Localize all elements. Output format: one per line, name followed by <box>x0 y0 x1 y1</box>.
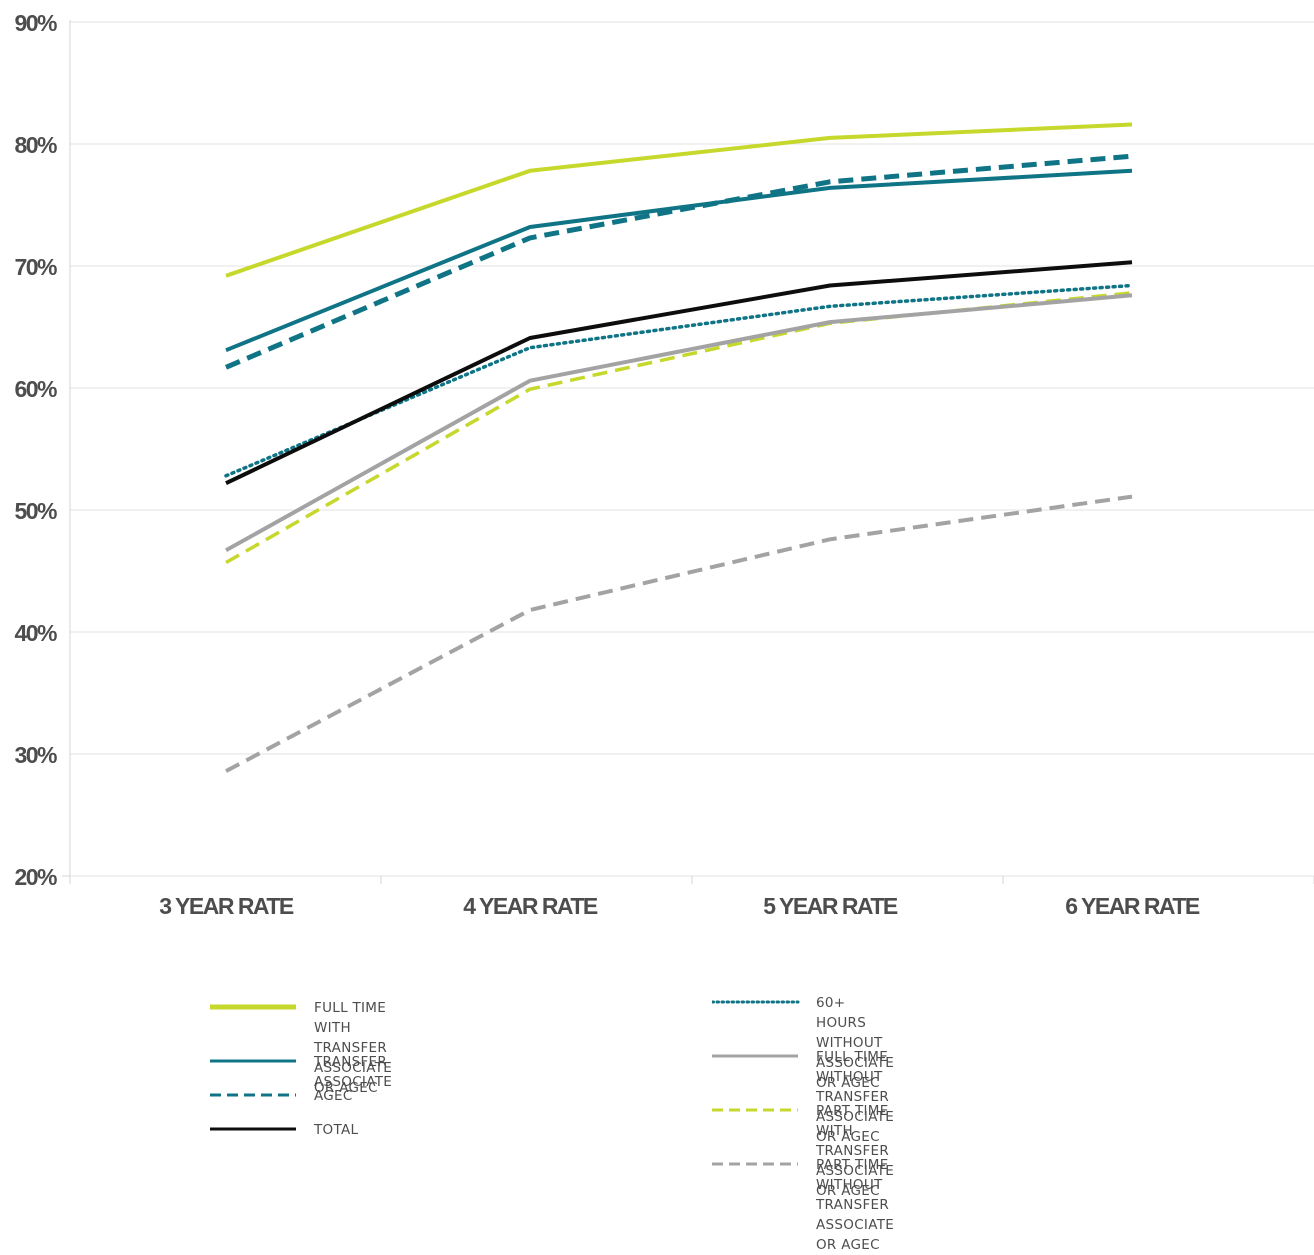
line-chart: 90% 80% 70% 60% 50% 40% 30% 20% 3 YEAR RATE 4 YE… <box>14 10 1314 919</box>
legend-swatch <box>210 1093 296 1097</box>
legend-label-line: 60+ HOURS <box>816 995 867 1031</box>
legend-label-line: TOTAL <box>314 1122 359 1138</box>
legend-label-line: PART TIME <box>816 1157 889 1173</box>
legend-label: TOTAL <box>314 1120 358 1140</box>
legend-swatch <box>210 1004 296 1010</box>
x-category-label: 6 YEAR RATE <box>1065 893 1200 919</box>
legend-label-line: WITHOUT TRANSFER ASSOCIATE OR AGEC <box>816 1069 895 1145</box>
series-line-2 <box>225 168 1133 353</box>
legend-swatch <box>210 1127 296 1131</box>
x-category-label: 5 YEAR RATE <box>763 893 898 919</box>
legend-item: 60+ HOURS WITHOUT ASSOCIATE OR AGEC <box>712 993 894 1093</box>
legend-label: FULL TIME WITH TRANSFER ASSOCIATE OR AGEC <box>314 998 392 1098</box>
x-axis-category-labels: 3 YEAR RATE 4 YEAR RATE 5 YEAR RATE 6 YEAR … <box>159 893 1201 919</box>
legend-label: AGEC <box>314 1086 353 1106</box>
series-line-3 <box>225 153 1133 370</box>
legend-label-line: WITHOUT ASSOCIATE OR AGEC <box>816 1035 895 1091</box>
y-tick-label: 40% <box>14 620 57 646</box>
series-lines <box>224 122 1134 773</box>
series-line-8 <box>225 494 1133 773</box>
legend-item: PART TIME WITHOUT TRANSFER ASSOCIATE OR A… <box>712 1155 894 1255</box>
legend-item: TOTAL <box>210 1120 358 1140</box>
legend-label-line: FULL TIME <box>314 1000 387 1016</box>
y-tick-label: 30% <box>14 742 57 768</box>
legend-item: TRANSFER ASSOCIATE <box>210 1052 392 1092</box>
series-line-7 <box>225 291 1133 565</box>
y-tick-label: 80% <box>14 132 57 158</box>
y-tick-label: 20% <box>14 864 57 890</box>
legend-label: TRANSFER ASSOCIATE <box>314 1052 392 1092</box>
series-line-1 <box>225 122 1133 278</box>
legend-swatch <box>712 1162 798 1166</box>
series-line-5 <box>224 283 1134 478</box>
x-category-label: 3 YEAR RATE <box>159 893 294 919</box>
legend-item: AGEC <box>210 1086 353 1106</box>
legend-item: FULL TIME WITHOUT TRANSFER ASSOCIATE OR A… <box>712 1047 894 1147</box>
series-line-4 <box>225 260 1133 486</box>
series-line-6 <box>225 293 1133 553</box>
legend-label-line: PART TIME <box>816 1103 889 1119</box>
legend-swatch <box>210 1059 296 1063</box>
legend-label-line: WITHOUT TRANSFER ASSOCIATE OR AGEC <box>816 1177 895 1253</box>
grid-lines <box>62 20 1314 884</box>
y-tick-label: 90% <box>14 10 57 36</box>
legend-swatch <box>712 1054 798 1058</box>
legend-label-line: FULL TIME <box>816 1049 889 1065</box>
y-tick-label: 60% <box>14 376 57 402</box>
legend-label: 60+ HOURS WITHOUT ASSOCIATE OR AGEC <box>816 993 894 1093</box>
y-axis-tick-labels: 90% 80% 70% 60% 50% 40% 30% 20% <box>14 10 58 890</box>
legend-label-line: AGEC <box>314 1088 353 1104</box>
legend-label: FULL TIME WITHOUT TRANSFER ASSOCIATE OR A… <box>816 1047 894 1147</box>
legend-swatch <box>712 1108 798 1112</box>
legend-label-line: WITH TRANSFER ASSOCIATE OR AGEC <box>314 1020 393 1096</box>
y-tick-label: 50% <box>14 498 57 524</box>
x-category-label: 4 YEAR RATE <box>463 893 598 919</box>
legend-label-line: TRANSFER ASSOCIATE <box>314 1054 393 1090</box>
y-tick-label: 70% <box>14 254 57 280</box>
legend-item: FULL TIME WITH TRANSFER ASSOCIATE OR AGEC <box>210 998 392 1098</box>
legend-swatch <box>712 1000 800 1004</box>
legend-label: PART TIME WITHOUT TRANSFER ASSOCIATE OR A… <box>816 1155 894 1255</box>
